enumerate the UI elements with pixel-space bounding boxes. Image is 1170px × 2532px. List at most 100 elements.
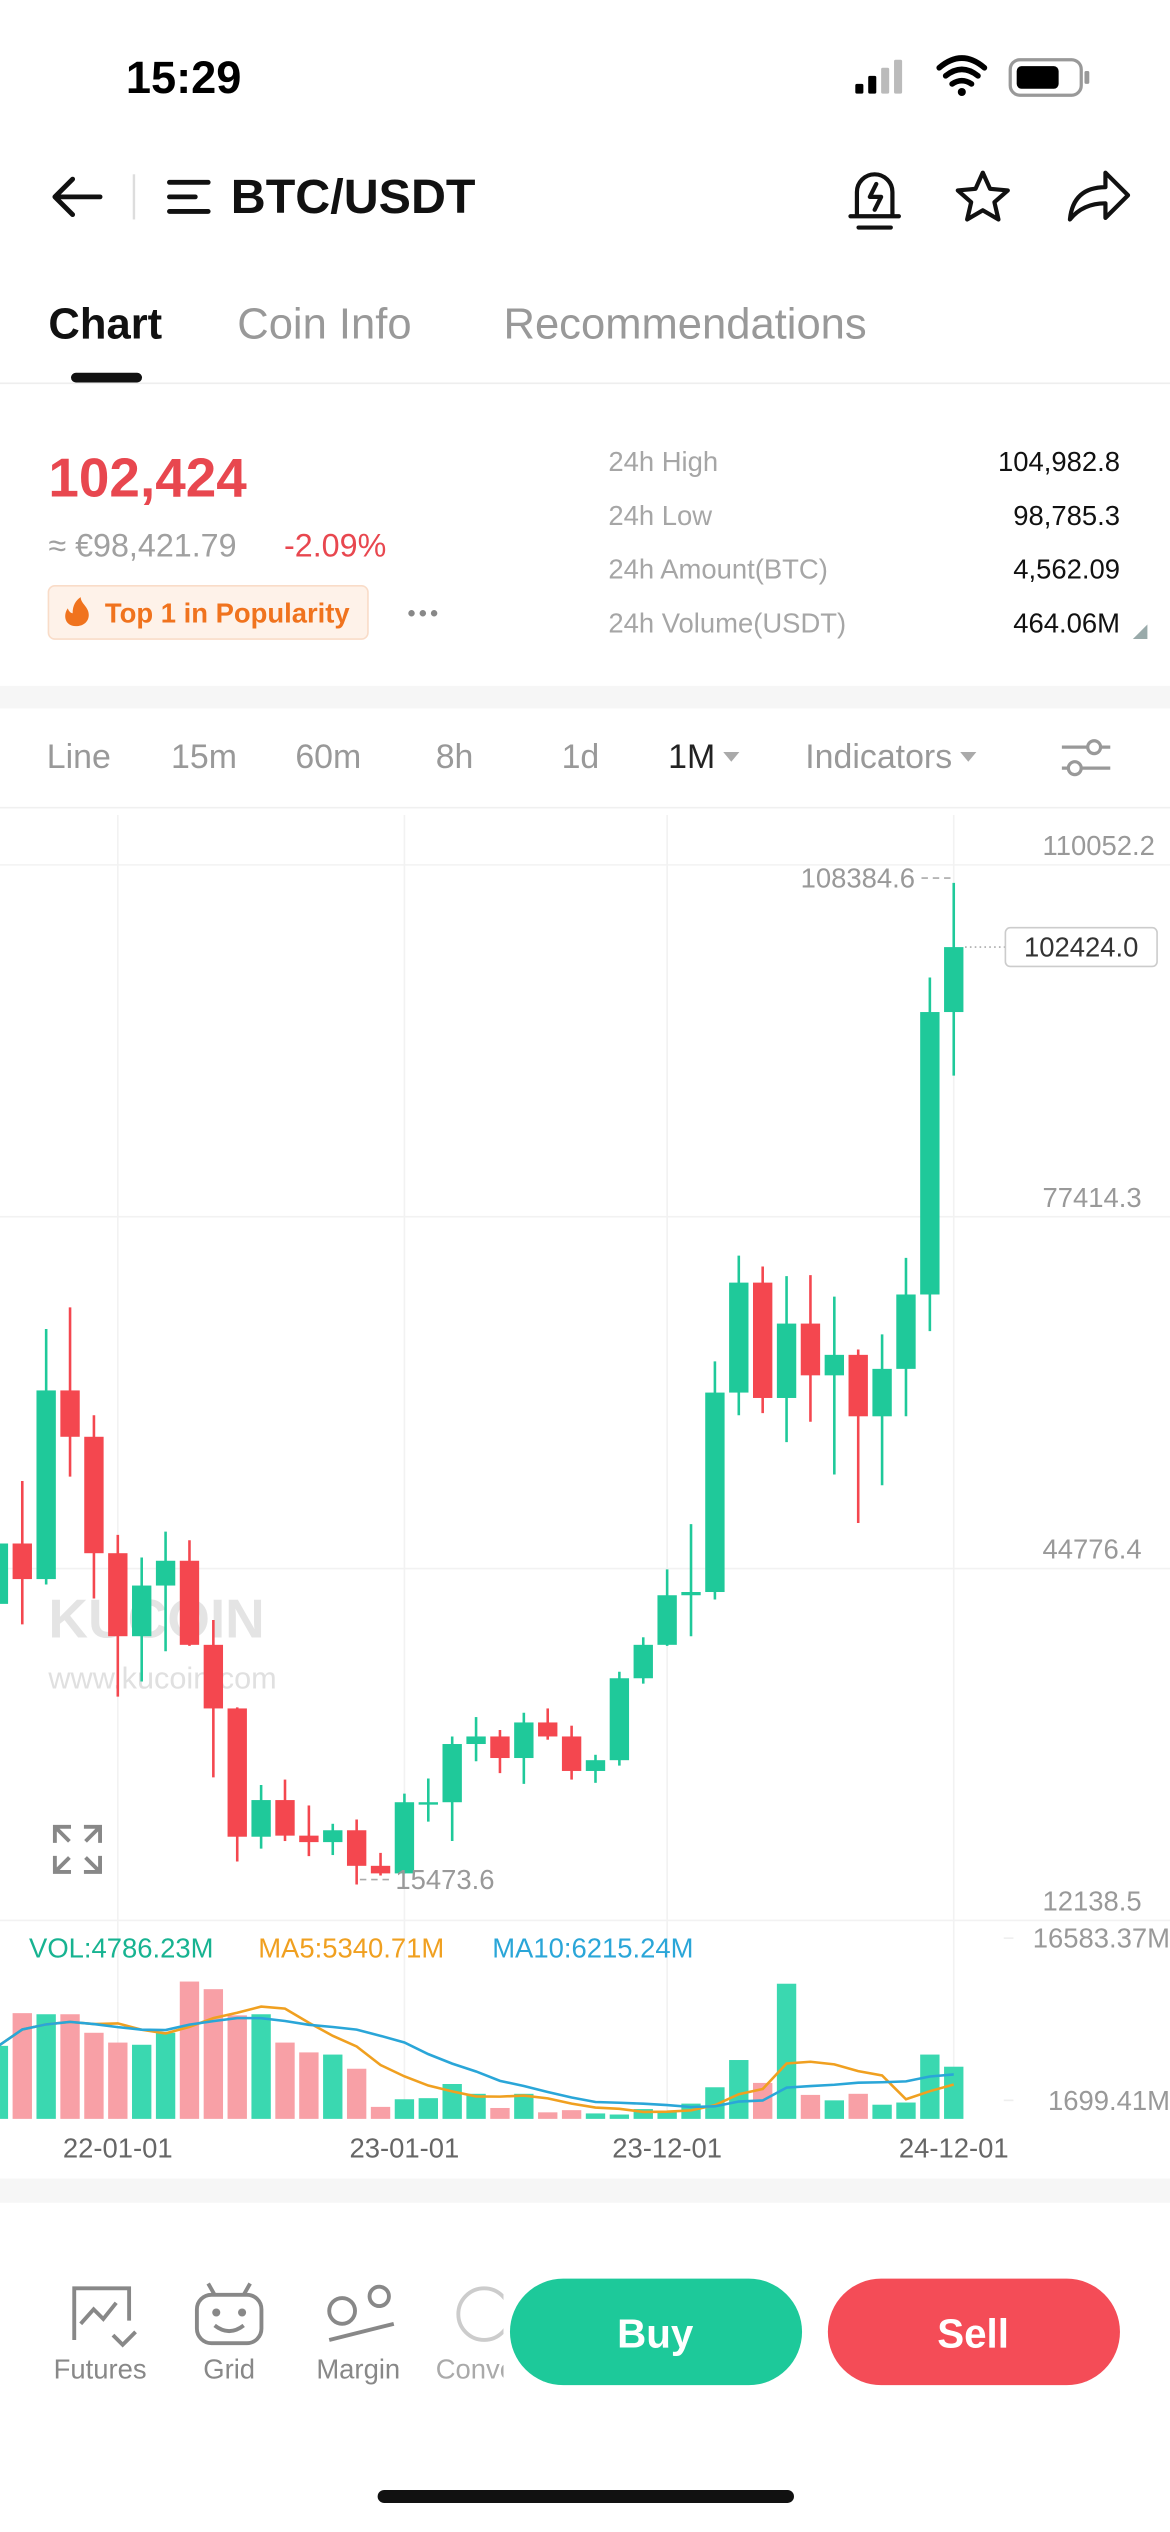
candle-body [442, 1744, 462, 1803]
margin-icon[interactable] [327, 2296, 357, 2326]
volume-tick-label: 16583.37M [1033, 1923, 1170, 1954]
band [0, 685, 1170, 709]
volume-bar [394, 2099, 415, 2119]
back-button[interactable] [52, 176, 103, 218]
tab-chart[interactable]: Chart [48, 300, 162, 348]
buy-button[interactable] [509, 2278, 803, 2386]
clock: 15:29 [126, 52, 242, 103]
volume-bar [896, 2102, 916, 2119]
stat-label: 24h High [608, 446, 718, 477]
interval[interactable]: 60m [295, 738, 361, 776]
volume-bar [84, 2032, 104, 2119]
home-indicator [377, 2490, 794, 2503]
volume-bar [538, 2112, 558, 2119]
nav-grid[interactable]: Grid [203, 2354, 255, 2385]
volume-bar [155, 2032, 176, 2119]
candle-body [585, 1760, 606, 1771]
more[interactable] [408, 610, 438, 617]
flame-icon [65, 597, 89, 627]
convert-icon[interactable] [456, 2286, 510, 2342]
stat-value: 104,982.8 [998, 446, 1120, 477]
grid-icon[interactable] [194, 2292, 264, 2346]
last-price-label: 102424.0 [1024, 932, 1138, 963]
volume-bar [275, 2042, 295, 2119]
y-tick-label: 12138.5 [1043, 1886, 1142, 1917]
interval[interactable]: Line [47, 738, 111, 776]
volume-bar [108, 2042, 128, 2119]
share-icon[interactable] [1067, 170, 1131, 222]
volume-bar [824, 2100, 845, 2119]
tab-coin-info[interactable]: Coin Info [237, 300, 411, 348]
interval[interactable]: Indicators [805, 738, 952, 776]
candle-body [418, 1802, 438, 1805]
tab-indicator [71, 372, 143, 383]
sell-label: Sell [937, 2311, 1009, 2357]
nav-convert[interactable]: Convert [436, 2354, 532, 2385]
volume-bar [60, 2014, 80, 2119]
battery [1008, 58, 1083, 97]
badge[interactable] [47, 584, 369, 640]
volume-bar [729, 2060, 749, 2119]
fiat-price: ≈ €98,421.79 [48, 527, 236, 563]
stat-value: 464.06M [1013, 607, 1120, 638]
volume-bar [12, 2013, 32, 2119]
volume-bar [346, 2068, 367, 2119]
candle-body [0, 1543, 9, 1604]
alert-icon[interactable] [848, 172, 901, 230]
battery-tip [1084, 71, 1090, 84]
volume-bar [848, 2093, 868, 2119]
volume-bar [132, 2044, 152, 2119]
corner-triangle [1132, 624, 1148, 640]
sell-button[interactable] [827, 2278, 1120, 2386]
signal [855, 59, 903, 94]
candle-body [633, 1644, 653, 1679]
candle-body [824, 1354, 845, 1376]
volume-bar [251, 2014, 271, 2119]
candle-body [752, 1282, 773, 1398]
candle-body [848, 1354, 868, 1417]
favorite-icon[interactable] [955, 170, 1010, 222]
interval[interactable]: 1M [668, 738, 715, 776]
candle-body [705, 1392, 725, 1593]
candle-body [60, 1390, 80, 1437]
volume-bar [466, 2093, 486, 2119]
settings-icon[interactable] [1086, 739, 1103, 756]
interval[interactable]: 1d [562, 738, 600, 776]
stat-label: 24h Volume(USDT) [608, 607, 846, 638]
last-price-box [1004, 926, 1158, 968]
volume-bar [800, 2094, 821, 2119]
nav-margin[interactable]: Margin [316, 2354, 400, 2385]
stat-label: 24h Low [608, 500, 712, 531]
ma10-line [0, 2016, 954, 2109]
candle-body [275, 1800, 295, 1836]
volume-bar [609, 2114, 630, 2119]
volume-bar [776, 1983, 797, 2119]
interval[interactable]: 15m [171, 738, 237, 776]
volume-bar [944, 2066, 964, 2119]
nav-futures[interactable]: Futures [54, 2354, 147, 2385]
candle-body [944, 947, 964, 1013]
tab-recommendations[interactable]: Recommendations [504, 300, 867, 348]
candle-body [323, 1830, 343, 1843]
volume-bar [203, 1989, 224, 2119]
menu-icon[interactable] [167, 179, 211, 214]
fullscreen-icon[interactable] [52, 1824, 102, 1874]
interval[interactable]: 8h [436, 738, 474, 776]
futures-icon[interactable] [72, 2286, 137, 2348]
candle-body [299, 1835, 319, 1843]
candle-body [538, 1722, 558, 1737]
candle-body [132, 1585, 152, 1637]
pair-title: BTC/USDT [231, 170, 476, 224]
candle-body [155, 1560, 176, 1586]
candle-body [370, 1865, 391, 1874]
stat-value: 4,562.09 [1013, 554, 1120, 585]
volume-bar [585, 2113, 606, 2119]
volume-bar [418, 2098, 438, 2119]
candle-body [872, 1368, 892, 1417]
settings-knob [1066, 760, 1083, 777]
change: -2.09% [284, 527, 386, 563]
candle-body [84, 1436, 104, 1554]
ma10-legend: MA10:6215.24M [492, 1932, 693, 1963]
candle-body [800, 1323, 821, 1376]
